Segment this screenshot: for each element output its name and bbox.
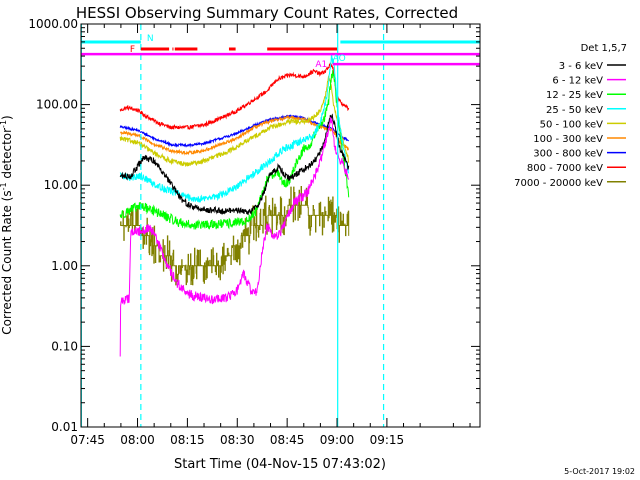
flag-layer: N F A1 AO <box>80 24 480 427</box>
y-tick-label: 0.10 <box>51 339 78 353</box>
x-axis: 07:45 08:00 08:15 08:30 08:45 09:00 09:15 <box>70 24 471 447</box>
series-layer <box>119 53 350 357</box>
y-axis-label-sup2: -1 <box>0 120 8 128</box>
legend: Det 1,5,7 3 - 6 keV 6 - 12 keV 12 - 25 keV 2… <box>514 43 627 189</box>
series-line-3 <box>119 75 350 167</box>
y-tick-label: 10.00 <box>44 178 78 192</box>
flag-label-n: N <box>147 34 154 44</box>
series-line-0 <box>119 62 350 131</box>
y-axis-label-sup: -1 <box>0 182 8 190</box>
y-tick-label: 1000.00 <box>28 17 78 31</box>
y-tick-label: 1.00 <box>51 259 78 273</box>
y-tick-label: 100.00 <box>36 98 78 112</box>
y-axis: 1000.00 100.00 10.00 1.00 0.10 0.01 <box>28 17 480 434</box>
y-axis-label-end: detector <box>0 128 14 183</box>
flag-label-f: F <box>130 45 135 55</box>
flag-label-a1: A1 <box>315 60 327 70</box>
y-axis-label: Corrected Count Rate (s-1 detector-1) <box>0 115 14 334</box>
legend-label: 6 - 12 keV <box>552 76 603 87</box>
legend-label: 50 - 100 keV <box>540 119 604 130</box>
series-line-5 <box>119 70 350 230</box>
x-tick-label: 09:00 <box>320 433 355 447</box>
legend-label: 7000 - 20000 keV <box>514 178 603 189</box>
x-tick-label: 08:30 <box>220 433 255 447</box>
flag-label-ao: AO <box>333 54 346 64</box>
y-axis-label-close: ) <box>0 115 14 120</box>
legend-label: 3 - 6 keV <box>559 61 603 72</box>
legend-label: 300 - 800 keV <box>533 149 603 160</box>
legend-label: 100 - 300 keV <box>533 134 603 145</box>
y-tick-label: 0.01 <box>51 420 78 434</box>
x-tick-label: 09:15 <box>370 433 405 447</box>
x-axis-label: Start Time (04-Nov-15 07:43:02) <box>174 457 386 472</box>
series-line-7 <box>119 113 350 216</box>
legend-label: 12 - 25 keV <box>546 90 603 101</box>
x-tick-label: 08:15 <box>170 433 205 447</box>
legend-title: Det 1,5,7 <box>581 43 627 54</box>
legend-label: 800 - 7000 keV <box>527 163 603 174</box>
chart-title: HESSI Observing Summary Count Rates, Cor… <box>76 4 458 22</box>
x-tick-label: 08:45 <box>270 433 305 447</box>
series-line-8 <box>119 117 350 357</box>
timestamp: 5-Oct-2017 19:02 <box>564 467 635 476</box>
x-tick-label: 07:45 <box>70 433 105 447</box>
x-tick-label: 08:00 <box>120 433 155 447</box>
legend-label: 25 - 50 keV <box>546 105 603 116</box>
y-axis-label-main: Corrected Count Rate (s <box>0 190 14 334</box>
series-line-2 <box>119 114 350 156</box>
series-line-6 <box>119 53 350 203</box>
plot-frame <box>80 23 481 428</box>
